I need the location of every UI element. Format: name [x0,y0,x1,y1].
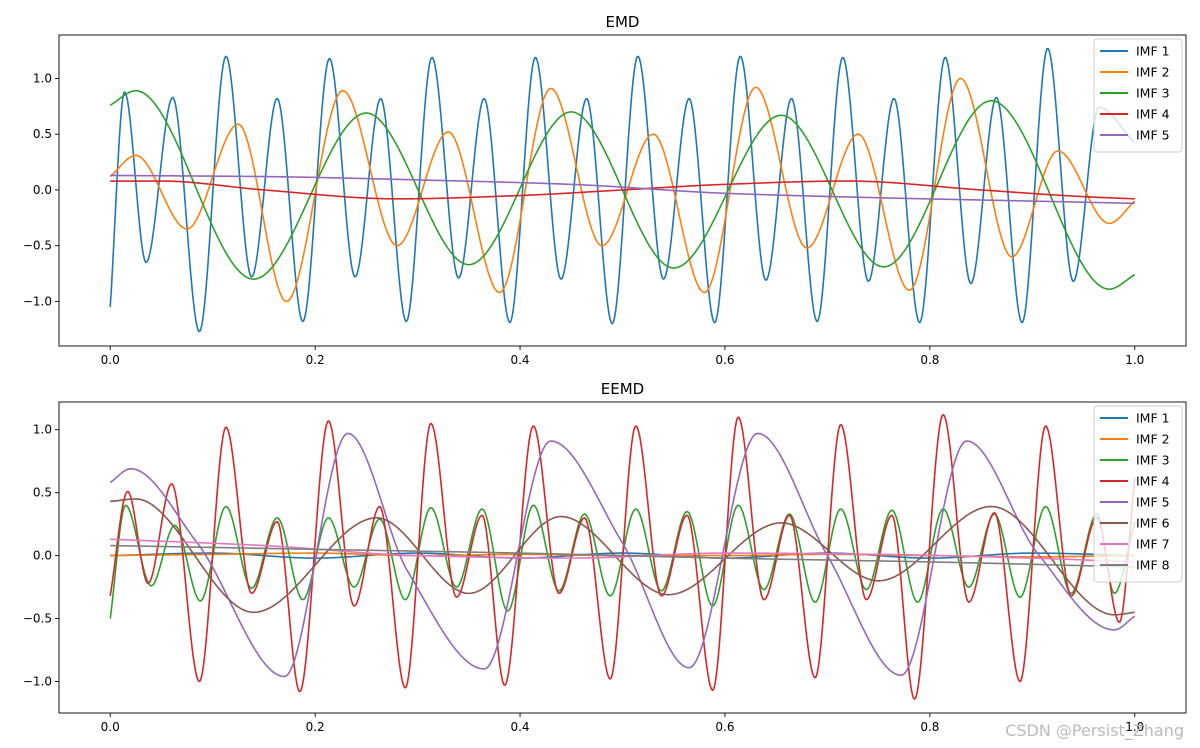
y-tick-label: −0.5 [23,239,52,253]
x-tick-label: 0.0 [101,353,120,367]
x-tick-label: 0.6 [715,720,734,734]
legend: IMF 1 IMF 2 IMF 3 IMF 4 IMF 5 [1093,38,1183,153]
y-tick-label: 1.0 [33,71,52,85]
eemd-plot: EEMD 0.0 0.2 0.4 0.6 0.8 1.0 −1.0 −0.5 0.0 0.5 1.0 I… [23,380,1187,734]
x-tick-label: 1.0 [1125,720,1144,734]
y-tick-label: −0.5 [23,612,52,626]
y-tick-label: 0.5 [33,127,52,141]
x-tick-label: 0.2 [306,353,325,367]
legend-label: IMF 6 [1136,516,1170,531]
legend-label: IMF 2 [1136,432,1170,447]
legend-label: IMF 4 [1136,107,1170,122]
series-line-imf-4 [109,413,1136,700]
legend-label: IMF 3 [1136,453,1170,468]
legend-label: IMF 5 [1136,495,1170,510]
series-line-imf-5 [110,174,1135,205]
x-tick-label: 0.2 [306,720,325,734]
x-tick-label: 1.0 [1125,353,1144,367]
x-tick-label: 0.4 [510,720,529,734]
y-tick-label: −1.0 [23,294,52,308]
x-tick-label: 0.8 [920,353,939,367]
chart-title: EEMD [601,380,644,398]
x-tick-label: 0.8 [920,720,939,734]
legend-label: IMF 4 [1136,474,1170,489]
series-line-imf-7 [110,538,1135,563]
legend-label: IMF 1 [1136,44,1170,59]
legend-label: IMF 3 [1136,86,1170,101]
axes-frame [58,401,1187,714]
series-line-imf-4 [110,180,1135,200]
y-tick-label: 0.0 [33,549,52,563]
legend-label: IMF 1 [1136,411,1170,426]
watermark: CSDN @Persist_Zhang [1005,721,1184,740]
emd-plot: EMD 0.0 0.2 0.4 0.6 0.8 1.0 −1.0 −0.5 0.0 0.5 1.0 IM… [23,13,1187,367]
series-line-imf-5 [109,432,1136,678]
series-line-imf-6 [110,498,1135,616]
y-tick-label: 1.0 [33,423,52,437]
series-line-imf-1 [109,47,1136,333]
y-tick-label: −1.0 [23,675,52,689]
legend-label: IMF 2 [1136,65,1170,80]
x-tick-label: 0.6 [715,353,734,367]
series-line-imf-8 [110,544,1135,568]
series-line-imf-2 [109,77,1136,303]
x-tick-label: 0.0 [101,720,120,734]
axes-frame [58,34,1187,347]
x-tick-label: 0.4 [510,353,529,367]
legend-label: IMF 5 [1136,128,1170,143]
y-tick-label: 0.5 [33,486,52,500]
legend-label: IMF 7 [1136,537,1170,552]
chart-title: EMD [606,13,640,31]
legend-label: IMF 8 [1136,558,1170,573]
y-tick-label: 0.0 [33,183,52,197]
legend: IMF 1 IMF 2 IMF 3 IMF 4 IMF 5 IMF 6 IMF 7 IMF 8 [1093,405,1183,583]
